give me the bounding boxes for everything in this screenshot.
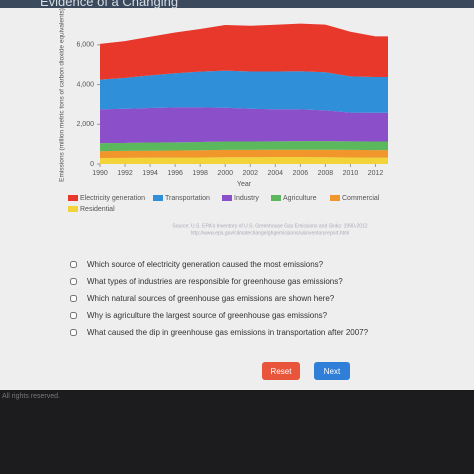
legend-swatch: [222, 195, 232, 201]
chart: Emissions (million metric tons of carbon…: [59, 8, 388, 236]
x-tick-label: 1996: [167, 170, 183, 177]
question: Why is agriculture the largest source of…: [70, 307, 368, 324]
x-tick-label: 2008: [318, 170, 334, 177]
question-checkbox[interactable]: [70, 312, 77, 319]
y-tick-label: 2,000: [76, 121, 94, 128]
source: Source: U.S. EPA's Inventory of U.S. Gre…: [172, 223, 367, 229]
legend-swatch: [68, 206, 78, 212]
question-text: What caused the dip in greenhouse gas em…: [87, 328, 369, 337]
x-tick-label: 1990: [92, 170, 108, 177]
question-checkbox[interactable]: [70, 329, 77, 336]
y-tick-label: 6,000: [76, 42, 94, 49]
question-text: Why is agriculture the largest source of…: [87, 311, 328, 320]
question-checkbox[interactable]: [70, 261, 77, 268]
question-checkbox[interactable]: [70, 278, 77, 285]
x-tick-label: 2012: [368, 170, 384, 177]
legend-label: Electricity generation: [80, 195, 145, 202]
source-url: http://www.epa.gov/climatechange/ghgemis…: [191, 230, 350, 236]
question-checkbox[interactable]: [70, 295, 77, 302]
x-tick-label: 1994: [142, 170, 158, 177]
x-tick-label: 1992: [117, 170, 133, 177]
y-axis-label: Emissions (million metric tons of carbon…: [59, 8, 66, 182]
area: [100, 70, 388, 113]
legend-label: Residential: [80, 206, 115, 213]
legend-swatch: [153, 195, 163, 201]
next-button[interactable]: Next: [314, 362, 350, 380]
x-tick-label: 2002: [242, 170, 258, 177]
y-tick-label: 4,000: [76, 81, 94, 88]
area: [100, 149, 388, 159]
question-list: Which source of electricity generation c…: [70, 256, 368, 341]
header-bar: [0, 0, 474, 8]
x-tick-label: 2010: [343, 170, 359, 177]
legend-label: Commercial: [342, 195, 380, 202]
area: [100, 23, 388, 80]
question: What caused the dip in greenhouse gas em…: [70, 324, 368, 341]
x-tick-label: 2006: [293, 170, 309, 177]
y-tick-label: 0: [90, 161, 94, 168]
footer: All rights reserved.: [2, 393, 60, 400]
legend-label: Agriculture: [283, 195, 317, 202]
legend-swatch: [68, 195, 78, 201]
question: Which source of electricity generation c…: [70, 256, 368, 273]
area: [100, 157, 388, 164]
question: Which natural sources of greenhouse gas …: [70, 290, 368, 307]
x-axis-label: Year: [237, 181, 252, 188]
legend-swatch: [271, 195, 281, 201]
question-text: Which natural sources of greenhouse gas …: [87, 294, 335, 303]
x-tick-label: 1998: [192, 170, 208, 177]
question-text: Which source of electricity generation c…: [87, 260, 324, 269]
area: [100, 141, 388, 152]
area: [100, 107, 388, 144]
legend-label: Transportation: [165, 195, 210, 202]
question: What types of industries are responsible…: [70, 273, 368, 290]
reset-button[interactable]: Reset: [262, 362, 300, 380]
x-tick-label: 2004: [268, 170, 284, 177]
page-title: Evidence of a Changing: [40, 0, 179, 9]
question-text: What types of industries are responsible…: [87, 277, 343, 286]
x-tick-label: 2000: [217, 170, 233, 177]
legend-label: Industry: [234, 195, 259, 202]
legend-swatch: [330, 195, 340, 201]
